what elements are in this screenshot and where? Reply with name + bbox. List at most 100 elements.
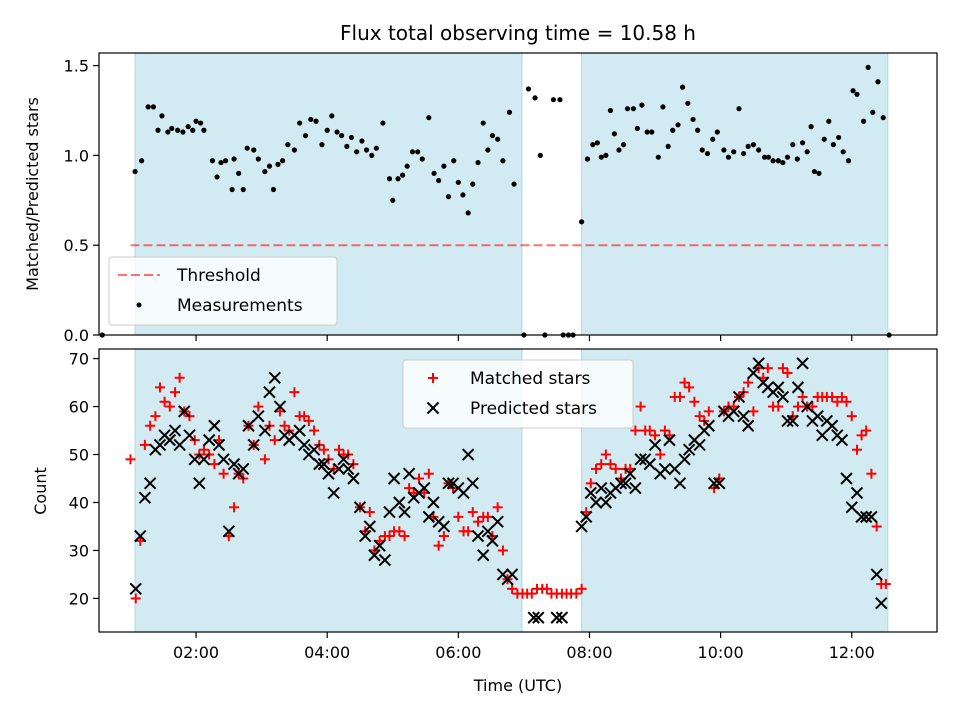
- measurement-point: [836, 134, 842, 141]
- predicted-star-point: [188, 453, 201, 466]
- ratio-panel: 0.0 0.5 1.0 1.5 Matched/Predicted stars Thr…: [23, 52, 938, 345]
- predicted-star-point: [648, 438, 662, 452]
- measurement-point: [218, 159, 224, 166]
- matched-star-point: [482, 511, 493, 522]
- matched-star-point: [861, 425, 872, 436]
- measurement-point: [736, 106, 742, 112]
- predicted-star-point: [629, 481, 642, 495]
- count-plot-frame: [98, 348, 938, 633]
- predicted-star-point: [383, 505, 396, 519]
- predicted-star-point: [363, 520, 377, 533]
- measurement-point: [255, 156, 261, 162]
- matched-star-point: [453, 511, 464, 522]
- measurement-point: [770, 158, 776, 164]
- count-y-axis: 20 30 40 50 60 70: [69, 350, 99, 608]
- measurement-point: [451, 158, 457, 164]
- matched-star-point: [856, 430, 867, 441]
- predicted-star-point: [378, 553, 392, 567]
- measurement-point: [704, 150, 711, 157]
- legend-predicted-marker: [426, 401, 440, 415]
- predicted-star-point: [850, 486, 864, 500]
- y-tick-label: 60: [69, 398, 89, 417]
- predicted-star-point: [268, 371, 281, 384]
- measurement-point: [165, 129, 171, 135]
- predicted-star-point: [859, 510, 873, 524]
- matched-star-point: [213, 435, 224, 446]
- measurement-point: [231, 156, 237, 162]
- predicted-star-point: [227, 457, 241, 471]
- measurement-point: [139, 158, 145, 164]
- measurement-point: [251, 147, 257, 153]
- predicted-star-point: [682, 443, 696, 456]
- matched-star-point: [650, 430, 661, 441]
- measurement-point: [455, 179, 461, 185]
- measurement-point: [750, 142, 757, 148]
- matched-star-point: [364, 507, 375, 518]
- measurement-point: [240, 186, 246, 193]
- matched-star-point: [526, 588, 537, 599]
- measurement-point: [511, 181, 517, 187]
- matched-star-point: [223, 531, 234, 542]
- measurement-point: [480, 120, 486, 126]
- measurement-point: [324, 127, 330, 133]
- matched-star-point: [679, 377, 690, 388]
- measurement-point: [348, 134, 355, 141]
- predicted-star-point: [242, 419, 255, 432]
- measurement-point: [665, 143, 671, 150]
- predicted-star-point: [263, 385, 276, 399]
- x-tick-label: 08:00: [566, 643, 612, 662]
- count-legend-box: [402, 359, 634, 429]
- predicted-star-point: [796, 357, 809, 370]
- measurement-point: [291, 147, 298, 153]
- predicted-star-point: [589, 496, 603, 509]
- matched-star-point: [269, 435, 280, 446]
- measurement-point: [302, 133, 309, 139]
- chart-title: Flux total observing time = 10.58 h: [340, 21, 696, 45]
- measurement-point: [236, 170, 242, 176]
- predicted-star-point: [298, 438, 311, 452]
- matched-star-point: [408, 487, 419, 498]
- measurement-point: [485, 147, 491, 153]
- measurement-point: [808, 124, 814, 130]
- x-tick-label: 04:00: [304, 643, 350, 662]
- predicted-star-point: [252, 409, 265, 423]
- predicted-star-point: [402, 467, 416, 480]
- measurement-point: [850, 88, 856, 94]
- count-x-axis: 02:00 04:00 06:00 08:00 10:00 12:00: [173, 632, 875, 662]
- y-tick-label: 30: [69, 541, 89, 560]
- x-tick-label: 06:00: [435, 643, 481, 662]
- measurement-point: [145, 104, 151, 110]
- measurement-point: [359, 138, 365, 144]
- matched-star-point: [655, 449, 666, 460]
- matched-star-point: [871, 521, 882, 532]
- ratio-plot-frame: [98, 52, 938, 336]
- predicted-star-point: [732, 390, 746, 404]
- measurement-point: [775, 158, 781, 164]
- measurement-point: [395, 176, 401, 182]
- predicted-star-point: [393, 496, 406, 509]
- measurement-point: [584, 156, 591, 162]
- predicted-star-point: [702, 419, 716, 432]
- measurement-point: [740, 150, 747, 157]
- measurement-point: [826, 118, 832, 124]
- predicted-star-point: [550, 611, 563, 624]
- measurement-point: [436, 177, 442, 184]
- y-tick-label: 1.0: [64, 146, 89, 165]
- ratio-y-label: Matched/Predicted stars: [23, 97, 42, 291]
- legend-matched-marker: [428, 373, 438, 383]
- measurement-point: [644, 129, 650, 135]
- measurement-point: [579, 219, 585, 225]
- measurement-point: [611, 131, 617, 137]
- measurement-point: [550, 97, 557, 103]
- predicted-star-point: [599, 496, 613, 509]
- legend-predicted-swatch: [426, 401, 440, 415]
- matched-star-point: [467, 507, 478, 518]
- predicted-star-point: [505, 568, 519, 581]
- predicted-star-point: [153, 438, 167, 452]
- measurement-point: [222, 158, 229, 164]
- predicted-star-point: [623, 467, 637, 480]
- measurement-point: [830, 142, 836, 148]
- measurement-point: [590, 142, 596, 148]
- matched-star-point: [303, 415, 314, 426]
- matched-star-point: [139, 439, 150, 450]
